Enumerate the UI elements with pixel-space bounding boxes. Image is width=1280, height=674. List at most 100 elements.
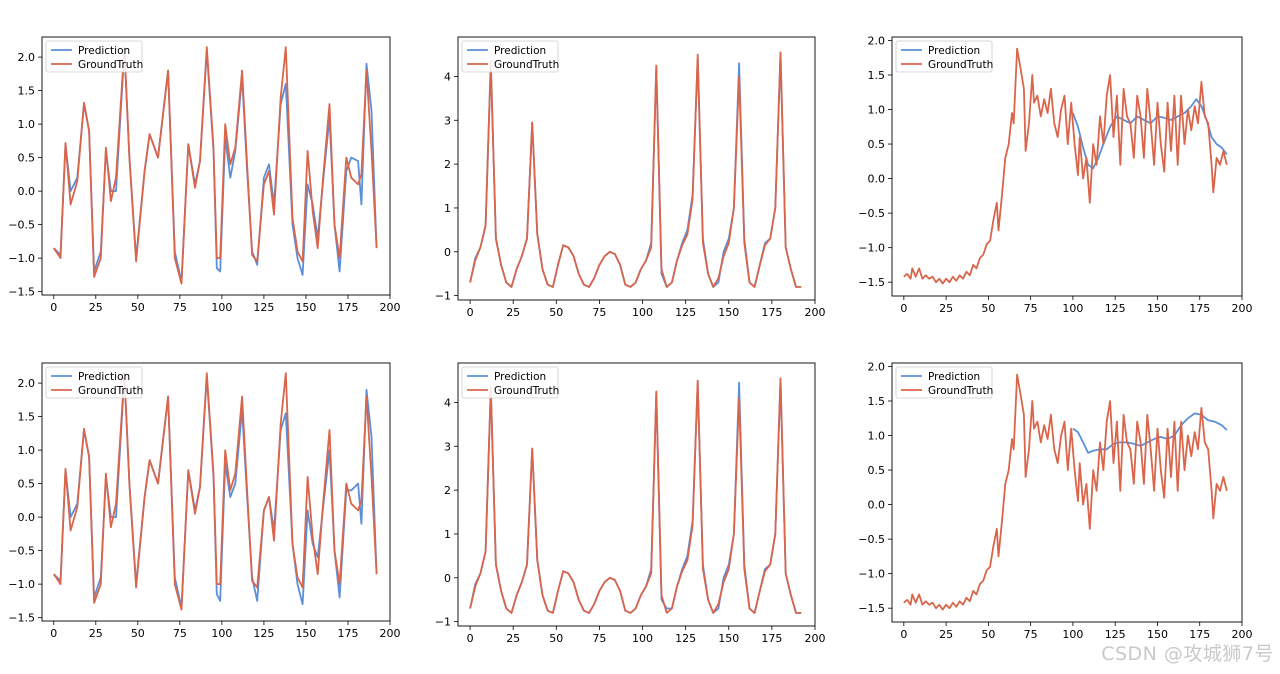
x-tick-label: 100 [632, 632, 653, 645]
legend: Prediction GroundTruth [895, 40, 993, 73]
x-tick-label: 50 [981, 628, 995, 641]
x-tick-label: 25 [89, 301, 103, 314]
y-tick-label: −0.5 [8, 545, 35, 558]
y-tick-label: 0.0 [18, 185, 36, 198]
legend: Prediction GroundTruth [45, 40, 143, 73]
legend-label-groundtruth: GroundTruth [494, 385, 559, 397]
y-tick-label: 1.0 [868, 430, 886, 443]
legend-label-prediction: Prediction [928, 371, 980, 383]
x-tick-label: 200 [380, 301, 401, 314]
y-tick-label: 2.0 [18, 51, 36, 64]
y-tick-label: 2 [444, 158, 451, 171]
y-tick-label: 3 [444, 114, 451, 127]
x-tick-label: 125 [675, 306, 696, 319]
x-tick-label: 125 [253, 301, 274, 314]
subplot-3: 0 25 50 75 100 125 150 175 200 −1.5 −1.0 −0.5 0.0 0.5… [858, 34, 1252, 315]
y-tick-label: 0 [444, 572, 451, 585]
y-tick-label: −1.5 [8, 612, 35, 625]
x-tick-label: 150 [718, 632, 739, 645]
series-line-prediction [469, 53, 802, 288]
y-tick-label: 4 [444, 70, 451, 83]
series-line-groundtruth [469, 377, 802, 614]
y-tick-label: 1.5 [868, 69, 886, 82]
x-tick-label: 125 [1105, 628, 1126, 641]
legend-label-prediction: Prediction [494, 371, 546, 383]
legend-label-groundtruth: GroundTruth [494, 59, 559, 71]
x-tick-label: 75 [592, 306, 606, 319]
axes-frame [457, 36, 816, 301]
x-tick-label: 0 [900, 302, 907, 315]
legend: Prediction GroundTruth [461, 366, 559, 399]
x-tick-label: 175 [1189, 302, 1210, 315]
legend: Prediction GroundTruth [461, 40, 559, 73]
y-tick-label: 4 [444, 396, 451, 409]
y-tick-label: 0.0 [18, 511, 36, 524]
x-tick-label: 150 [295, 301, 316, 314]
legend-label-groundtruth: GroundTruth [78, 385, 143, 397]
x-tick-label: 75 [592, 632, 606, 645]
y-tick-label: 1.5 [868, 395, 886, 408]
y-tick-label: 2 [444, 484, 451, 497]
legend-label-groundtruth: GroundTruth [928, 385, 993, 397]
y-tick-label: 1.0 [18, 118, 36, 131]
y-tick-label: −1.0 [858, 242, 885, 255]
series-line-groundtruth [53, 46, 378, 285]
y-tick-label: −0.5 [8, 219, 35, 232]
x-tick-label: 50 [131, 627, 145, 640]
subplot-1: 0 25 50 75 100 125 150 175 200 −1.5 −1.0 −0.5 0.0 0.5… [8, 36, 401, 314]
axes-frame [41, 36, 391, 296]
x-tick-label: 175 [761, 306, 782, 319]
series-line-groundtruth [903, 47, 1228, 285]
x-tick-label: 200 [805, 632, 826, 645]
y-tick-label: −1.0 [8, 252, 35, 265]
x-tick-label: 75 [1024, 628, 1038, 641]
legend-label-prediction: Prediction [78, 45, 130, 57]
y-tick-label: 2.0 [868, 360, 886, 373]
series-line-prediction [469, 379, 802, 614]
y-tick-label: 0.5 [868, 138, 886, 151]
y-tick-label: −0.5 [858, 207, 885, 220]
y-tick-label: 1.5 [18, 411, 36, 424]
y-tick-label: 0.5 [18, 152, 36, 165]
x-tick-label: 0 [50, 627, 57, 640]
subplot-6: 0 25 50 75 100 125 150 175 200 −1.5 −1.0 −0.5 0.0 0.5… [858, 360, 1252, 641]
subplot-2: 0 25 50 75 100 125 150 175 200 −1 0 1 2 3 4 Prediction G… [435, 36, 826, 319]
x-tick-label: 100 [211, 301, 232, 314]
x-tick-label: 25 [506, 306, 520, 319]
x-tick-label: 50 [549, 306, 563, 319]
watermark: CSDN @攻城狮7号 [1101, 643, 1274, 665]
y-tick-label: 1 [444, 202, 451, 215]
x-tick-label: 100 [1062, 628, 1083, 641]
x-tick-label: 100 [1062, 302, 1083, 315]
x-tick-label: 150 [1147, 628, 1168, 641]
legend-label-prediction: Prediction [928, 45, 980, 57]
y-tick-label: 0.0 [868, 173, 886, 186]
legend-label-groundtruth: GroundTruth [928, 59, 993, 71]
x-tick-label: 125 [1105, 302, 1126, 315]
legend-label-prediction: Prediction [494, 45, 546, 57]
x-tick-label: 75 [1024, 302, 1038, 315]
y-tick-label: 1.5 [18, 85, 36, 98]
x-tick-label: 0 [467, 632, 474, 645]
x-tick-label: 175 [337, 301, 358, 314]
x-tick-label: 75 [173, 627, 187, 640]
x-tick-label: 0 [467, 306, 474, 319]
axes-frame [41, 362, 391, 622]
y-tick-label: 1 [444, 528, 451, 541]
x-tick-label: 175 [761, 632, 782, 645]
y-tick-label: 0.5 [18, 478, 36, 491]
x-tick-label: 50 [549, 632, 563, 645]
axes-frame [891, 362, 1243, 623]
x-tick-label: 25 [939, 302, 953, 315]
x-tick-label: 25 [506, 632, 520, 645]
series-line-groundtruth [53, 372, 378, 611]
x-tick-label: 25 [89, 627, 103, 640]
x-tick-label: 0 [50, 301, 57, 314]
legend: Prediction GroundTruth [895, 366, 993, 399]
y-tick-label: 0.5 [868, 464, 886, 477]
x-tick-label: 150 [718, 306, 739, 319]
x-tick-label: 200 [805, 306, 826, 319]
x-tick-label: 125 [675, 632, 696, 645]
x-tick-label: 150 [295, 627, 316, 640]
